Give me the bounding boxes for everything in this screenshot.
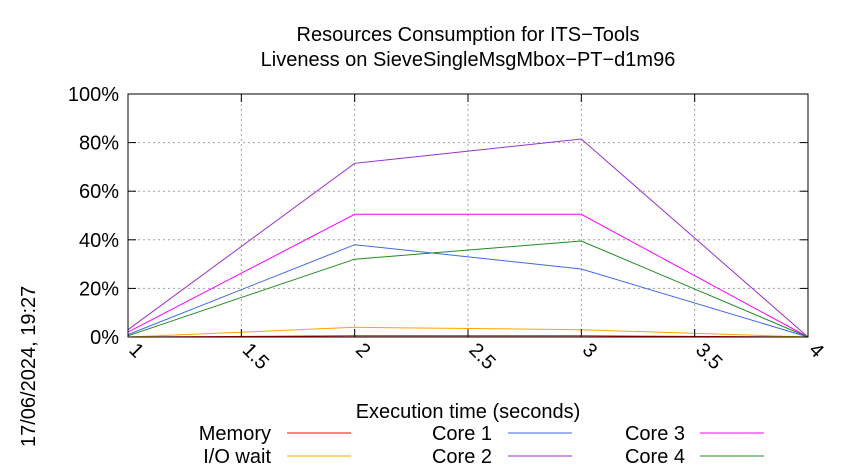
series-line-core-4	[127, 240, 809, 338]
series-line-core-1	[127, 244, 809, 338]
series-line-core-3	[127, 213, 809, 338]
x-tick-label: 2.5	[464, 339, 499, 374]
legend-label: Core 2	[432, 446, 492, 468]
legend-label: Core 1	[432, 423, 492, 445]
y-tick-label: 100%	[68, 84, 119, 106]
x-tick-label: 3.5	[691, 339, 726, 374]
x-axis-label: Execution time (seconds)	[356, 401, 581, 423]
y-tick-label: 40%	[79, 230, 119, 252]
legend-label: Memory	[199, 423, 271, 445]
chart-title-line-1: Resources Consumption for ITS−Tools	[297, 24, 640, 46]
legend-label: I/O wait	[203, 446, 271, 468]
y-tick-label: 20%	[79, 278, 119, 300]
y-tick-label: 0%	[90, 327, 119, 349]
y-tick-label: 60%	[79, 181, 119, 203]
chart-title-line-2: Liveness on SieveSingleMsgMbox−PT−d1m96	[261, 49, 676, 71]
series-lines	[127, 138, 809, 338]
axis-ticks: 0% 20% 40% 60% 80% 100% 1 1.5 2 2.5 3 3.5 4	[68, 84, 828, 374]
x-tick-label: 1.5	[238, 339, 273, 374]
grid-lines	[128, 94, 808, 337]
series-line-core-2	[127, 138, 809, 338]
y-tick-label: 80%	[79, 133, 119, 155]
x-tick-label: 3	[578, 339, 601, 362]
legend-label: Core 3	[625, 423, 685, 445]
x-tick-label: 4	[804, 339, 827, 362]
x-tick-label: 2	[351, 339, 374, 362]
x-tick-label: 1	[124, 339, 147, 362]
legend-label: Core 4	[625, 446, 685, 468]
timestamp-label: 17/06/2024, 19:27	[18, 286, 40, 447]
